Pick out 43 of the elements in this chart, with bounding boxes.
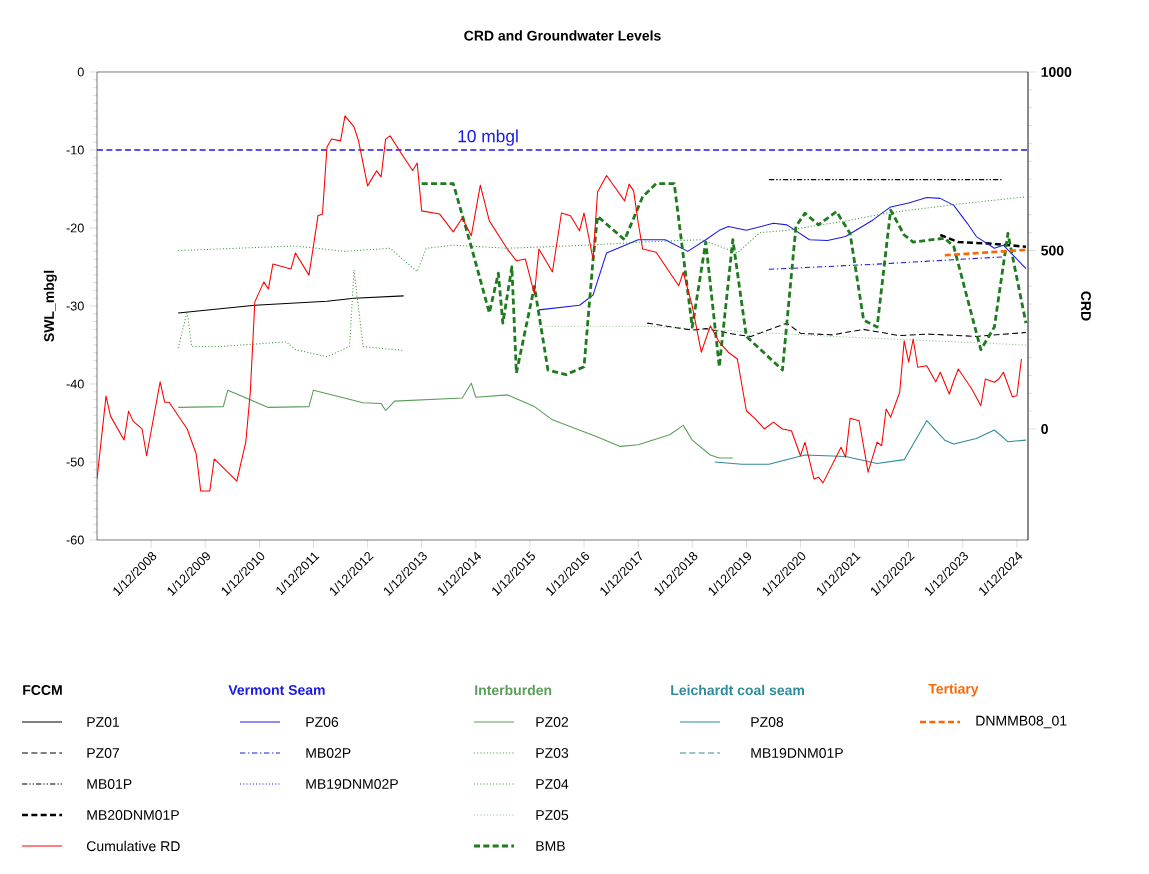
legend-label: MB19DNM02P <box>306 779 398 789</box>
legend-label: PZ01 <box>87 717 120 727</box>
y-tick-label: -20 <box>66 223 84 233</box>
legend-label: PZ02 <box>536 717 569 727</box>
y-tick-label: -40 <box>66 379 84 389</box>
legend-label: DNMMB08_01 <box>976 715 1067 729</box>
y-tick-label: -30 <box>66 301 84 311</box>
legend-label: PZ04 <box>536 779 569 789</box>
text: Vermont Seam <box>228 685 325 695</box>
line-series <box>177 382 734 459</box>
legend-label: MB19DNM01P <box>751 748 843 758</box>
chart-title: CRD and Groundwater Levels <box>464 30 661 41</box>
y-tick-label: -10 <box>66 145 84 155</box>
line-series <box>177 269 405 358</box>
legend-label: PZ07 <box>87 748 120 758</box>
y-tick-label: -50 <box>66 457 84 467</box>
ref-line-label: 10 mbgl <box>458 129 518 146</box>
text: Leichardt coal seam <box>671 684 804 696</box>
legend-label: MB02P <box>306 748 351 758</box>
line-series <box>420 182 1028 377</box>
legend-label: BMB <box>536 841 565 851</box>
y2-axis-title: CRD <box>1081 291 1091 321</box>
legend-label: PZ08 <box>751 717 784 727</box>
line-series <box>177 295 405 314</box>
y-tick-label: -60 <box>66 535 84 545</box>
legend-label: Cumulative RD <box>86 840 180 852</box>
legend-label: PZ06 <box>306 717 339 727</box>
line-series <box>714 420 1027 465</box>
y2-tick-label: 0 <box>1041 424 1048 434</box>
y-tick-label: 0 <box>77 67 84 77</box>
y2-tick-label: 1000 <box>1041 67 1072 77</box>
text: Tertiary <box>928 683 979 697</box>
text: Interburden <box>475 684 552 696</box>
y-axis-title: SWL_mbgl <box>43 270 57 342</box>
legend-label: PZ03 <box>536 748 569 758</box>
legend-label: PZ05 <box>536 810 569 820</box>
legend-label: MB20DNM01P <box>87 810 179 820</box>
line-series <box>97 115 1022 492</box>
line-series <box>538 197 1027 311</box>
y2-tick-label: 500 <box>1041 245 1064 256</box>
text: FCCM <box>23 685 62 695</box>
legend-label: MB01P <box>87 779 132 789</box>
line-series <box>177 196 1027 273</box>
